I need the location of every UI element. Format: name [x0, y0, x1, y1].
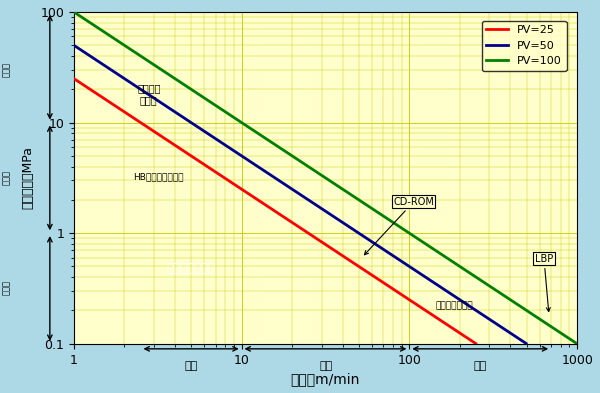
Text: 低荷重: 低荷重	[2, 280, 11, 296]
Text: 事務用電機機器: 事務用電機機器	[167, 262, 215, 275]
Text: HB型ステッピング: HB型ステッピング	[133, 173, 184, 182]
Legend: PV=25, PV=50, PV=100: PV=25, PV=50, PV=100	[482, 21, 566, 71]
Text: CD-ROM: CD-ROM	[364, 197, 434, 255]
Text: 極荷重: 極荷重	[2, 62, 11, 77]
Text: 高速: 高速	[474, 361, 487, 371]
Y-axis label: 輸受荷重　MPa: 輸受荷重 MPa	[22, 146, 35, 209]
Text: スターダミキサ: スターダミキサ	[436, 301, 473, 310]
Text: 中速: 中速	[320, 361, 333, 371]
Text: 低速: 低速	[184, 361, 197, 371]
Text: LBP: LBP	[535, 254, 553, 312]
X-axis label: 周速　m/min: 周速 m/min	[291, 372, 360, 386]
Text: 中荷重: 中荷重	[2, 170, 11, 185]
Text: ギャード
モータ: ギャード モータ	[137, 84, 161, 105]
